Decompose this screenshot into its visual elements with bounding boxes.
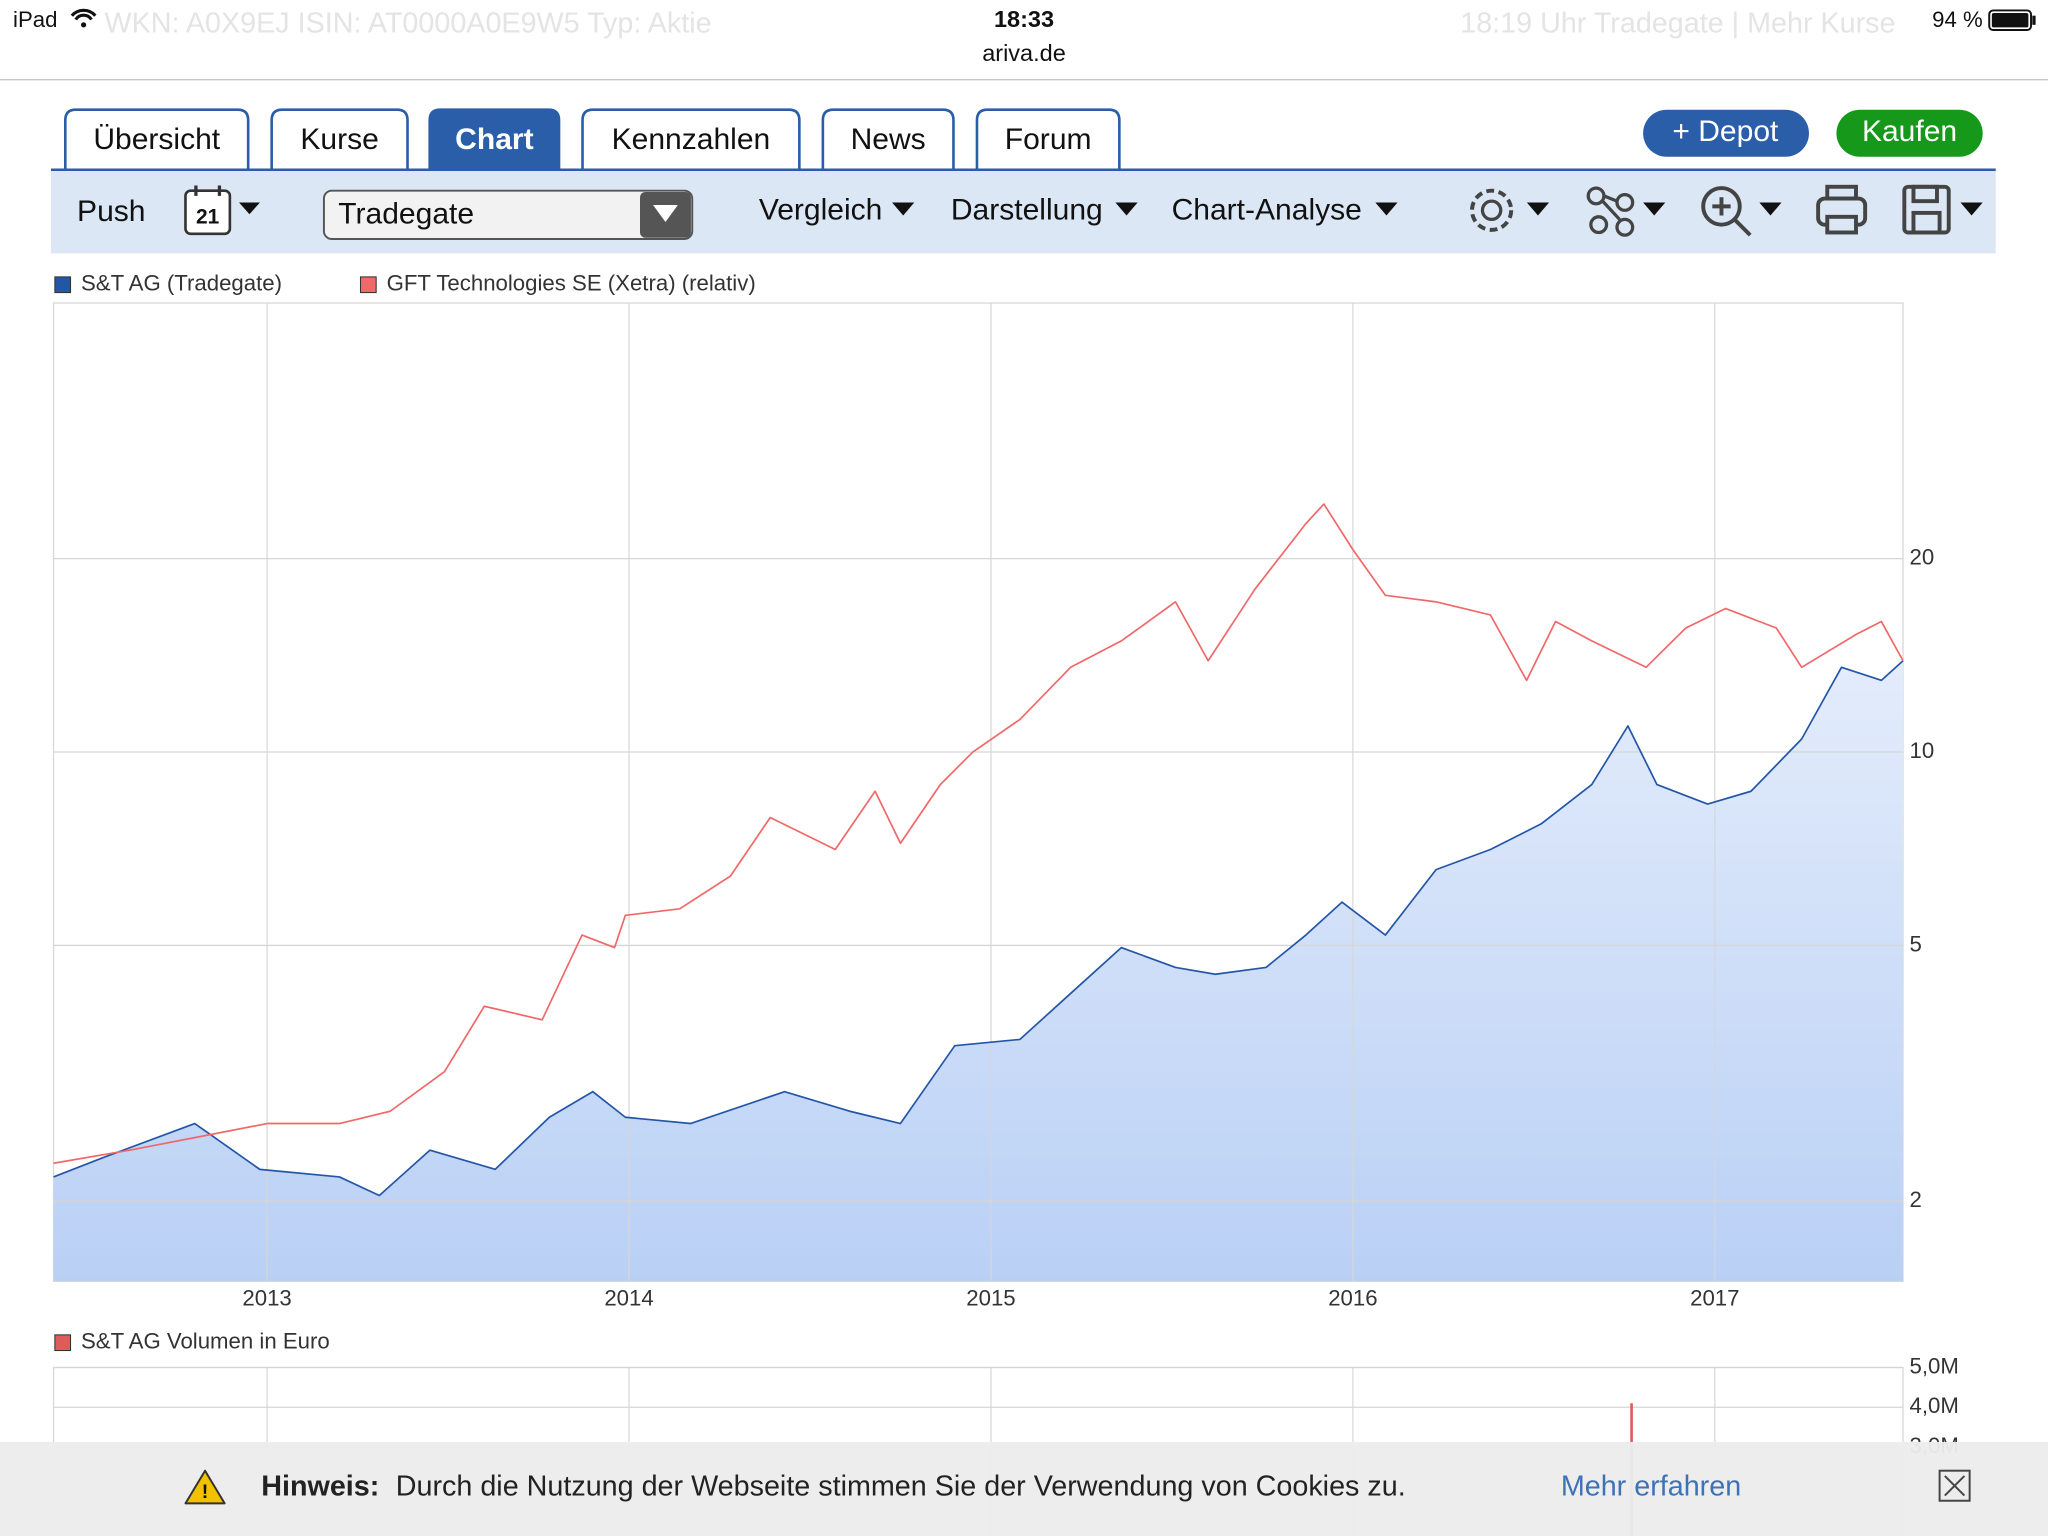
buy-button[interactable] [1836,109,1983,157]
tab[interactable] [581,108,801,170]
banner-label: Hinweis: [261,1470,379,1502]
select-arrow[interactable] [653,205,678,223]
print-icon[interactable] [1816,184,1868,235]
dropdown-arrow[interactable] [239,202,260,215]
faded-info: 18:19 Uhr Tradegate | Mehr Kurse [1460,7,1895,39]
warning-icon [184,1469,226,1505]
menu[interactable]: Chart-Analyse [1172,194,1362,227]
disk [1911,210,1942,235]
depot-button-label[interactable]: + Depot [1672,115,1779,148]
tab[interactable] [270,108,409,170]
dropdown-arrow[interactable] [1759,202,1782,216]
battery-icon [1988,9,2032,32]
battery-icon [1991,13,2029,28]
y-tick-label: 2 [1910,1187,1922,1212]
dropdown-arrow[interactable] [1375,202,1398,216]
wifi-icon [80,22,87,28]
save-icon[interactable] [1902,184,1983,235]
exchange-value[interactable]: Tradegate [338,197,474,230]
depot-button[interactable] [1643,109,1809,157]
line [53,660,1904,1197]
legend-label: S&T AG (Tradegate) [81,271,282,296]
close-button[interactable] [1944,1475,1966,1497]
dropdown-arrow[interactable] [1115,202,1138,216]
gear[interactable] [1480,199,1503,222]
tab-label[interactable]: Kurse [300,123,378,156]
tab-label[interactable]: Chart [455,123,533,156]
node[interactable] [1589,215,1609,235]
legend-label: S&T AG Volumen in Euro [81,1329,330,1354]
legend-swatch [359,276,377,294]
node[interactable] [1615,192,1635,212]
warning-icon: ! [202,1481,209,1503]
legend-swatch [54,1334,72,1352]
printer [1825,184,1858,201]
tab[interactable] [821,108,955,170]
battery-icon [2032,15,2036,25]
gear[interactable] [1470,188,1514,232]
status-bar: WKN: A0X9EJ ISIN: AT0000A0E9W5 Typ: Akti… [0,6,2048,81]
indicators-icon[interactable] [1586,186,1666,237]
line [53,503,1904,1165]
edge [1601,194,1621,221]
calendar-icon[interactable] [184,189,232,236]
dropdown-arrow[interactable] [892,202,915,216]
cookie-banner: ! Hinweis: Durch die Nutzung der Webseit… [0,1441,2048,1536]
tab[interactable] [975,108,1121,170]
push-button[interactable]: Push [77,195,145,228]
url: ariva.de [982,40,1066,66]
legend-swatch [54,276,72,294]
printer [1825,214,1858,235]
area [53,660,1904,1282]
wifi-icon [70,8,97,21]
tab-label[interactable]: Forum [1005,123,1092,156]
close-button[interactable] [1938,1469,1971,1502]
x-tick-label: 2016 [1328,1285,1377,1310]
menu[interactable]: Vergleich [759,194,883,227]
y-tick-label: 10 [1910,738,1935,763]
more-link[interactable]: Mehr erfahren [1561,1470,1741,1502]
y-tick-label: 20 [1910,545,1935,570]
buy-button-label[interactable]: Kaufen [1862,115,1957,148]
settings-icon[interactable] [1470,188,1550,232]
calendar-day[interactable]: 21 [196,206,220,229]
x-tick-label: 2014 [604,1285,653,1310]
tab-label[interactable]: News [851,123,926,156]
node[interactable] [1615,217,1635,237]
faded-info: WKN: A0X9EJ ISIN: AT0000A0E9W5 Typ: Akti… [104,7,711,39]
banner-background [0,1441,2048,1536]
legend-label: GFT Technologies SE (Xetra) (relativ) [387,271,756,296]
y-tick-label: 5,0M [1910,1353,1959,1378]
tab-label[interactable]: Übersicht [93,123,220,156]
device: iPad [13,7,57,32]
x-tick-label: 2017 [1690,1285,1739,1310]
disk [1911,184,1939,204]
dropdown-arrow[interactable] [1526,202,1550,216]
menu[interactable]: Darstellung [951,194,1103,227]
dropdown-arrow[interactable] [1643,202,1666,216]
dropdown-arrow[interactable] [1960,202,1983,216]
charts: S&T AG (Tradegate) GFT Technologies SE (X… [52,271,1959,1536]
banner-text: Durch die Nutzung der Webseite stimmen S… [396,1470,1406,1502]
zoom-icon[interactable] [1701,186,1782,237]
x-tick-label: 2015 [966,1285,1015,1310]
x-tick-label: 2013 [242,1285,291,1310]
tab[interactable] [428,108,561,170]
battery-text: 94 % [1932,7,1983,32]
lens [1712,197,1752,237]
lens[interactable] [1701,186,1742,227]
exchange-select[interactable] [322,189,694,240]
y-tick-label: 5 [1910,931,1922,956]
tab[interactable] [63,108,250,170]
y-tick-label: 4,0M [1910,1393,1959,1418]
tab-bar: Übersicht Kurse Chart Kennzahlen News Forum [63,108,1121,170]
clock: 18:33 [994,6,1054,32]
tab-label[interactable]: Kennzahlen [612,123,771,156]
